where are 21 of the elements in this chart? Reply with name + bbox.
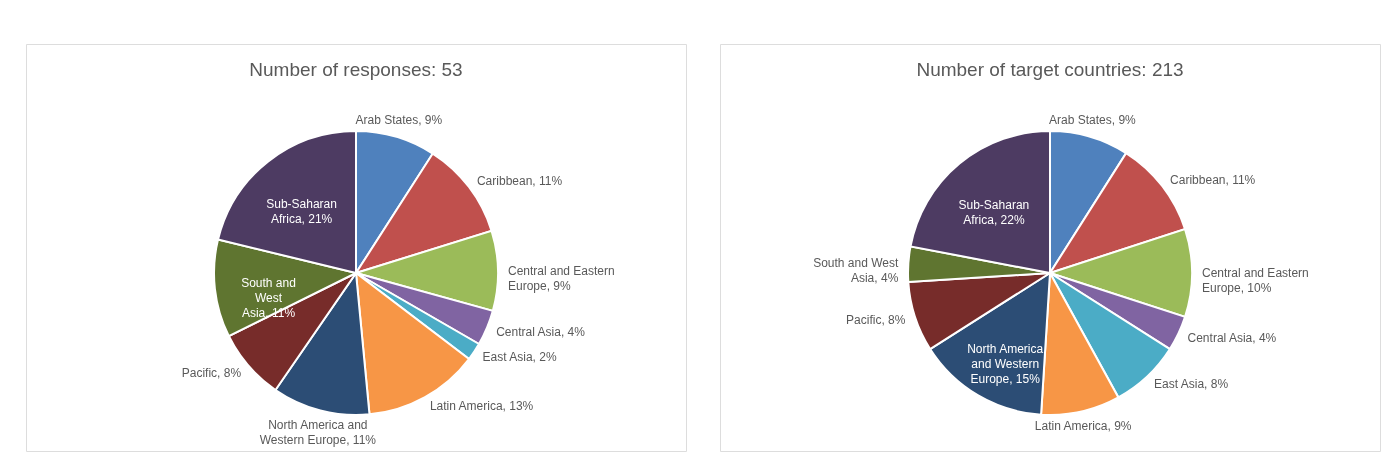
slice-label: East Asia, 2% bbox=[482, 350, 557, 365]
slice-label: Central Asia, 4% bbox=[496, 324, 586, 339]
slice-label: Arab States, 9% bbox=[1049, 113, 1137, 128]
slice-label: East Asia, 8% bbox=[1154, 376, 1229, 391]
slice-label: Arab States, 9% bbox=[355, 113, 443, 128]
slice-label: Sub-Saharan Africa, 21% bbox=[266, 196, 337, 226]
slice-label: Caribbean, 11% bbox=[476, 173, 563, 188]
slice-label: Central and Eastern Europe, 10% bbox=[1202, 266, 1309, 295]
chart-title: Number of target countries: 213 bbox=[916, 59, 1184, 80]
slice-label: Latin America, 9% bbox=[1034, 419, 1132, 434]
slice-label: Central and Eastern Europe, 9% bbox=[507, 263, 615, 293]
slice-label: North America and Western Europe, 11% bbox=[259, 418, 377, 448]
slice-label: Sub-Saharan Africa, 22% bbox=[958, 198, 1030, 228]
slice-label: Pacific, 8% bbox=[846, 312, 906, 327]
chart-title: Number of responses: 53 bbox=[249, 59, 463, 80]
slice-label: South and West Asia, 4% bbox=[813, 256, 899, 286]
slice-label: North America and Western Europe, 15% bbox=[967, 341, 1044, 386]
slice-label: Caribbean, 11% bbox=[1170, 172, 1256, 187]
slice-label: Pacific, 8% bbox=[181, 365, 242, 380]
slice-label: Latin America, 13% bbox=[429, 398, 534, 413]
slice-label: Central Asia, 4% bbox=[1187, 330, 1277, 345]
